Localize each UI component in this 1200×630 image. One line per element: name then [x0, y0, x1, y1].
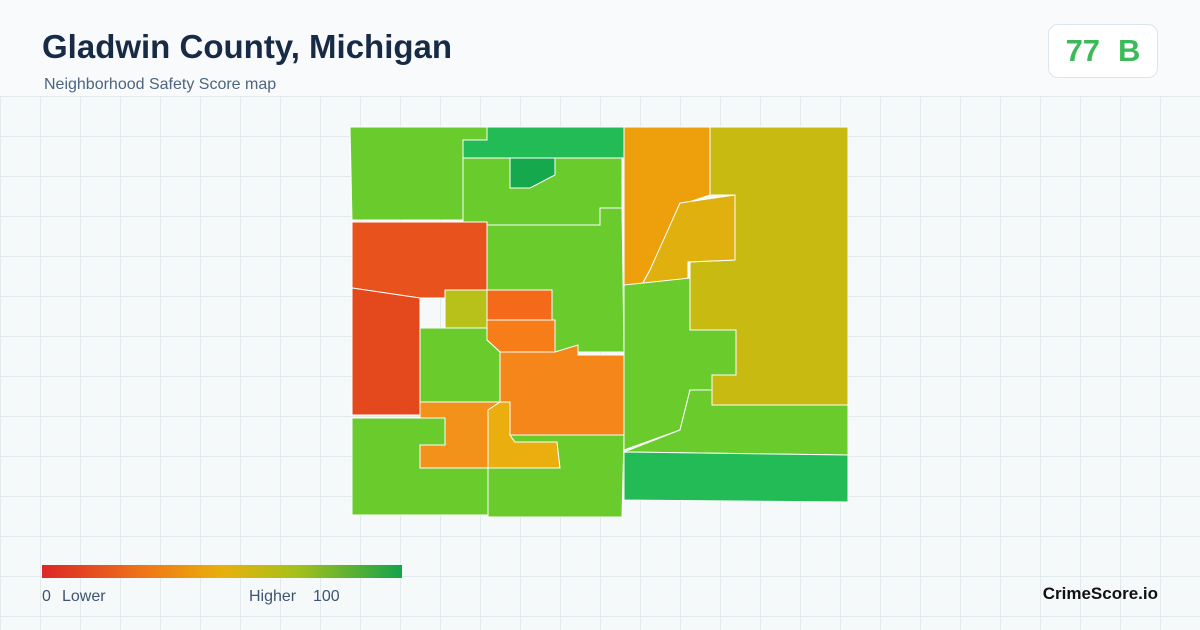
region — [623, 389, 849, 456]
region — [486, 289, 553, 321]
region — [444, 289, 488, 329]
grade: B — [1118, 33, 1141, 68]
legend-gradient — [42, 565, 402, 578]
legend-min-label: Lower — [62, 588, 106, 605]
score-badge: 77 B — [1048, 24, 1158, 78]
region — [462, 126, 633, 159]
score: 77 — [1065, 33, 1101, 68]
region — [351, 221, 488, 299]
region — [509, 157, 556, 189]
region — [486, 319, 556, 353]
region — [487, 434, 625, 518]
title: Gladwin County, Michigan — [42, 28, 453, 65]
brand: CrimeScore.io — [1042, 584, 1158, 603]
legend-max: 100 — [313, 588, 340, 605]
legend-max-label: Higher — [249, 588, 297, 605]
regions — [349, 126, 849, 518]
subtitle: Neighborhood Safety Score map — [44, 76, 277, 93]
region — [636, 194, 736, 293]
region — [623, 451, 849, 503]
region — [623, 277, 737, 451]
header: Gladwin County, Michigan Neighborhood Sa… — [0, 0, 1200, 97]
region — [351, 287, 421, 416]
legend-min: 0 — [42, 588, 51, 605]
region — [499, 344, 625, 436]
region — [351, 417, 489, 516]
